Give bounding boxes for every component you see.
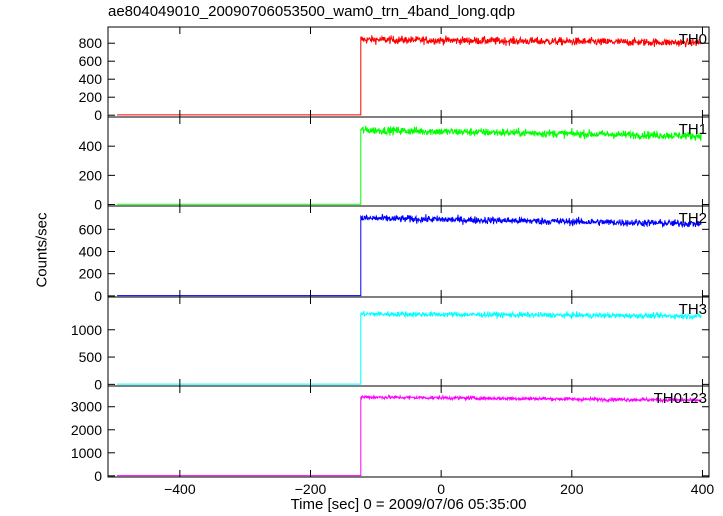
series-line-th3: [117, 310, 702, 385]
y-tick-label: 0: [94, 288, 102, 304]
y-tick-label: 400: [79, 244, 103, 260]
y-tick-label: 200: [79, 89, 103, 105]
y-tick-label: 0: [94, 468, 102, 484]
panel-label-th3: TH3: [679, 301, 707, 318]
panel-frame-th2: [107, 205, 710, 298]
chart-title: ae804049010_20090706053500_wam0_trn_4ban…: [108, 3, 516, 20]
series-line-th0: [117, 34, 702, 116]
y-tick-label: 0: [94, 376, 102, 392]
y-tick-label: 500: [79, 349, 103, 365]
x-tick-label: 400: [691, 481, 715, 497]
panel-frame-th0123: [107, 385, 710, 478]
y-tick-label: 0: [94, 107, 102, 123]
panel-label-th0123: TH0123: [654, 390, 707, 407]
y-tick-label: 400: [79, 71, 103, 87]
y-tick-label: 800: [79, 35, 103, 51]
y-tick-label: 200: [79, 266, 103, 282]
y-tick-label: 2000: [71, 422, 102, 438]
panel-label-th2: TH2: [679, 210, 707, 227]
y-axis-label: Counts/sec: [33, 212, 51, 288]
y-tick-label: 600: [79, 221, 103, 237]
x-tick-label: 0: [437, 481, 445, 497]
x-tick-label: −200: [295, 481, 327, 497]
y-tick-label: 1000: [71, 322, 102, 338]
panel-label-th1: TH1: [679, 121, 707, 138]
panel-label-th0: TH0: [679, 31, 707, 48]
y-tick-label: 1000: [71, 445, 102, 461]
y-tick-label: 400: [79, 138, 103, 154]
x-tick-label: 200: [560, 481, 584, 497]
y-tick-label: 200: [79, 167, 103, 183]
x-axis-label: Time [sec] 0 = 2009/07/06 05:35:00: [290, 496, 527, 513]
x-tick-label: −400: [164, 481, 196, 497]
series-line-th2: [117, 214, 702, 297]
y-tick-label: 600: [79, 53, 103, 69]
panel-frame-th3: [107, 296, 710, 387]
series-line-th1: [117, 125, 702, 205]
series-line-th0123: [117, 393, 702, 477]
y-tick-label: 3000: [71, 399, 102, 415]
y-tick-label: 0: [94, 197, 102, 213]
